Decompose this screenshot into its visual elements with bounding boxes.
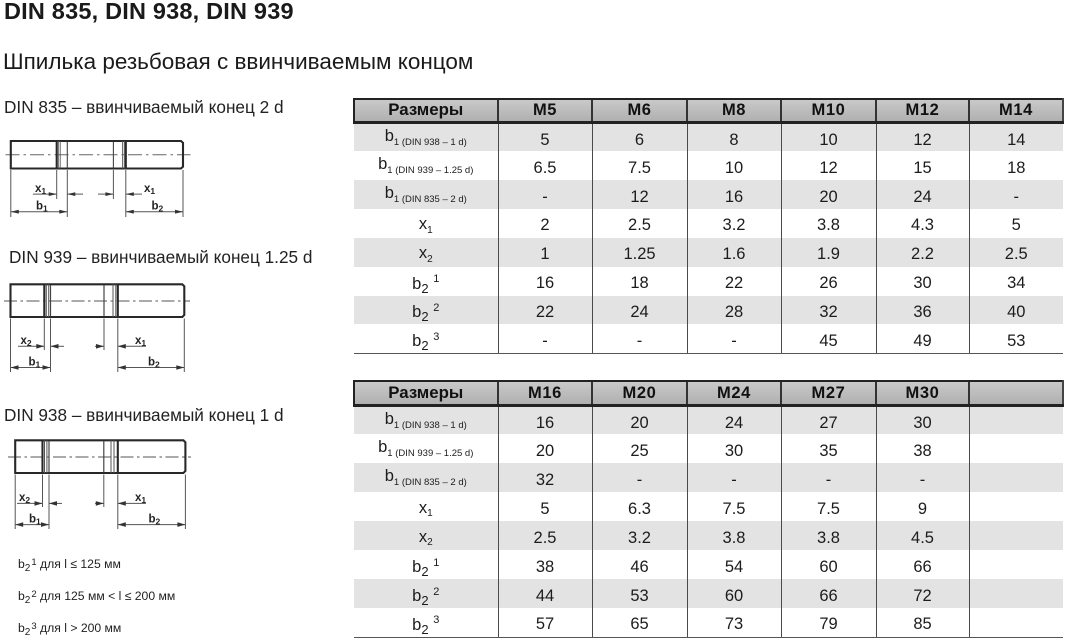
svg-text:b1: b1 xyxy=(29,514,41,527)
svg-text:x2: x2 xyxy=(21,335,32,348)
svg-text:x2: x2 xyxy=(19,492,30,505)
svg-text:b1: b1 xyxy=(29,357,41,370)
svg-text:x1: x1 xyxy=(135,335,146,348)
svg-text:x1: x1 xyxy=(35,183,46,196)
svg-text:b2: b2 xyxy=(152,201,164,214)
svg-text:x1: x1 xyxy=(135,492,146,505)
svg-text:x1: x1 xyxy=(144,183,155,196)
svg-text:b2: b2 xyxy=(149,514,161,527)
svg-text:b1: b1 xyxy=(36,201,48,214)
svg-text:b2: b2 xyxy=(148,357,160,370)
